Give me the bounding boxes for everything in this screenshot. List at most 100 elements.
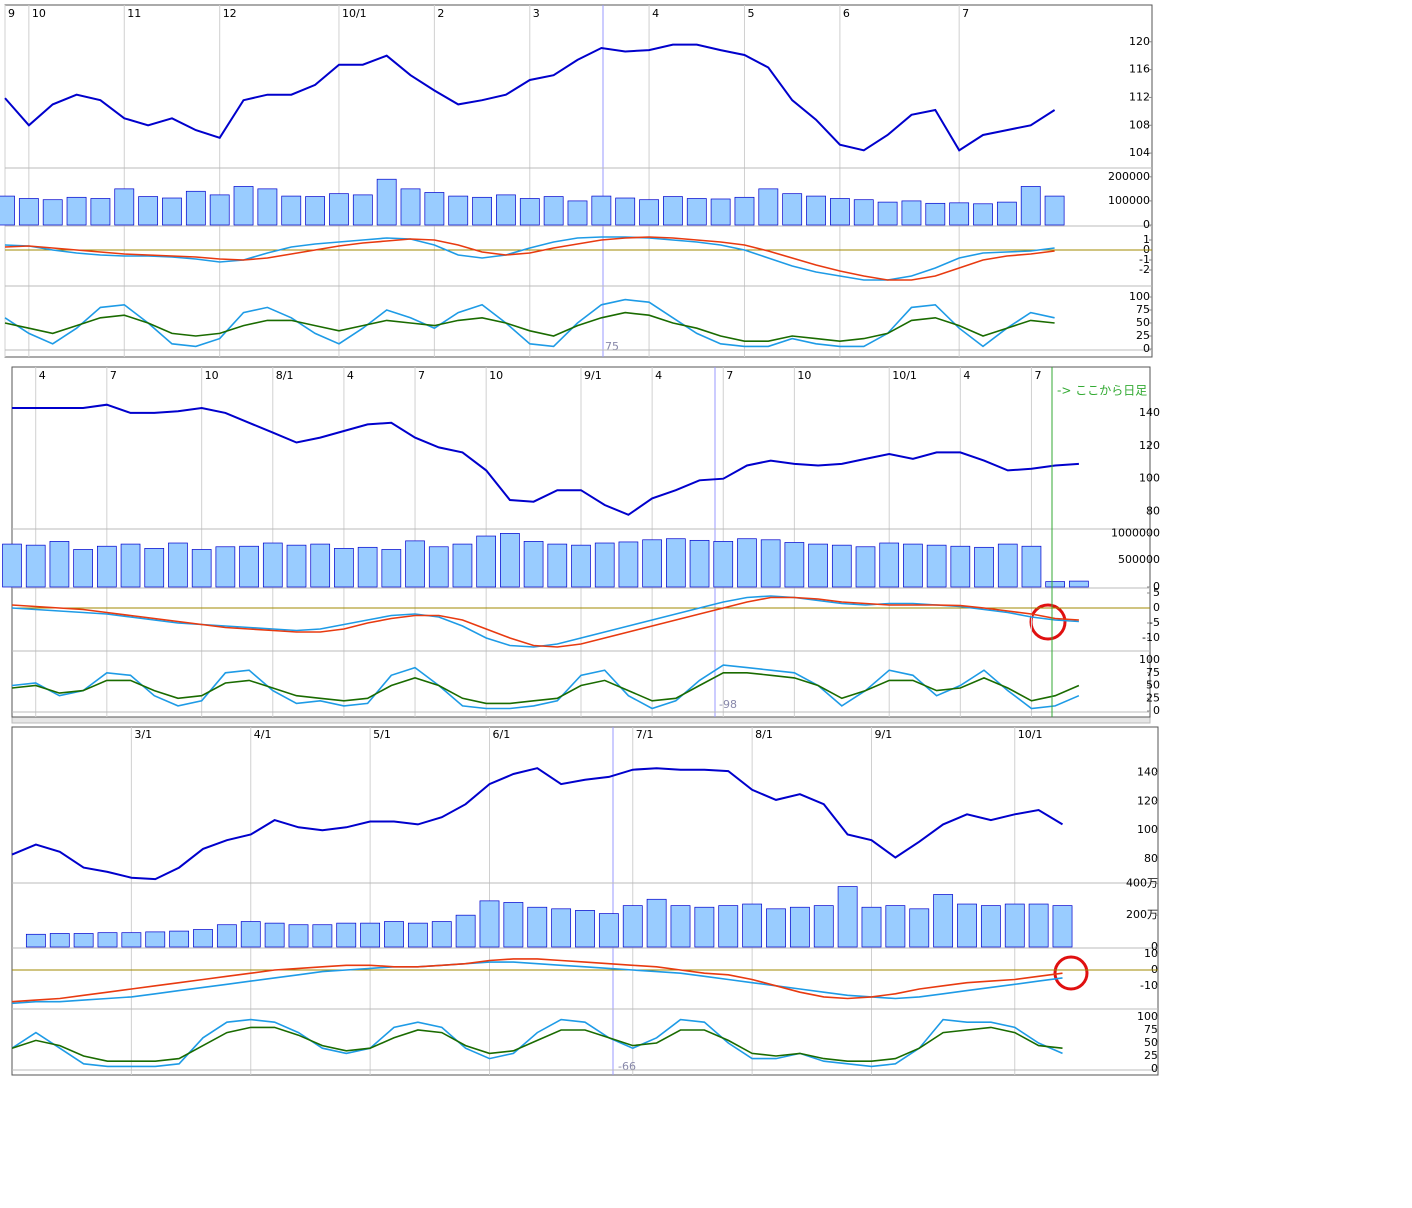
volume-bar <box>496 194 516 226</box>
highlight-circle <box>1029 603 1067 641</box>
y-tick-label: -5 <box>1149 616 1160 629</box>
volume-bar <box>547 543 568 588</box>
y-tick-label: 0 <box>1153 704 1160 717</box>
volume-bar <box>209 194 230 226</box>
x-tick-label: 7/1 <box>636 728 654 741</box>
stoch-line <box>4 311 1055 343</box>
volume-bar <box>400 188 421 226</box>
volume-bar <box>567 200 588 226</box>
macd-line <box>4 236 1055 281</box>
volume-bar <box>288 924 309 948</box>
volume-bar <box>885 905 906 948</box>
volume-bar <box>1045 581 1066 588</box>
volume-bar <box>665 538 686 588</box>
x-tick-label: 4/1 <box>254 728 272 741</box>
cursor-label: -98 <box>719 698 737 711</box>
stoch-line <box>11 664 1080 710</box>
x-tick-label: 4 <box>963 369 970 382</box>
volume-bar <box>114 188 135 226</box>
volume-bar <box>1004 903 1025 948</box>
y-tick-label: 50 <box>1136 316 1150 329</box>
volume-bar <box>694 906 715 948</box>
y-tick-label: 75 <box>1144 1023 1158 1036</box>
volume-bar <box>1020 186 1041 226</box>
volume-bar <box>407 922 428 948</box>
volume-bar <box>639 199 659 226</box>
volume-bar <box>877 201 898 226</box>
volume-bar <box>185 190 206 226</box>
volume-bar <box>381 549 402 588</box>
y-tick-label: 120 <box>1129 35 1150 48</box>
volume-bar <box>145 931 166 948</box>
volume-bar <box>240 921 261 948</box>
highlight-circle <box>1053 955 1089 991</box>
volume-bar <box>25 544 46 588</box>
volume-bar <box>305 196 325 226</box>
volume-bar <box>384 921 404 948</box>
volume-bar <box>376 178 397 226</box>
y-tick-label: 25 <box>1136 329 1150 342</box>
volume-bar <box>718 905 739 948</box>
y-tick-label: -2 <box>1139 263 1150 276</box>
volume-bar <box>760 539 781 588</box>
volume-bar <box>42 199 63 226</box>
volume-bar <box>1028 903 1049 948</box>
volume-bar <box>0 195 15 226</box>
volume-bar <box>837 886 858 948</box>
y-tick-label: 120 <box>1137 794 1158 807</box>
volume-bar <box>73 549 93 588</box>
x-tick-label: 4 <box>347 369 354 382</box>
volume-bar <box>428 546 449 588</box>
volume-bar <box>334 548 354 588</box>
volume-bar <box>575 910 595 948</box>
volume-bar <box>853 199 874 226</box>
volume-bar <box>766 908 786 948</box>
scrollbar <box>11 716 1151 724</box>
cursor-label: -66 <box>618 1060 636 1073</box>
volume-bar <box>950 545 971 588</box>
y-tick-label: 200万 <box>1126 908 1158 921</box>
volume-bar <box>737 538 757 588</box>
volume-bar <box>424 192 445 226</box>
volume-bar <box>168 542 188 588</box>
x-tick-label: 10/1 <box>1018 728 1043 741</box>
y-tick-label: 50 <box>1146 679 1160 692</box>
volume-bar <box>949 202 970 226</box>
y-tick-label: 10 <box>1144 947 1158 960</box>
volume-bar <box>997 543 1018 588</box>
volume-bar <box>830 198 850 226</box>
volume-bar <box>734 196 755 226</box>
y-tick-label: 104 <box>1129 146 1150 159</box>
x-tick-label: 5/1 <box>373 728 391 741</box>
y-tick-label: 100 <box>1129 290 1150 303</box>
y-tick-label: 1 <box>1143 233 1150 246</box>
volume-bar <box>598 913 619 948</box>
volume-bar <box>162 197 182 226</box>
volume-bar <box>646 898 667 948</box>
price-line <box>11 767 1064 881</box>
volume-bar <box>543 196 564 226</box>
y-tick-label: 80 <box>1144 852 1158 865</box>
y-tick-label: 108 <box>1129 118 1150 131</box>
volume-bar <box>120 543 141 588</box>
x-tick-label: 9/1 <box>584 369 602 382</box>
volume-bar <box>973 203 993 226</box>
volume-bar <box>808 543 828 588</box>
volume-bar <box>352 194 373 226</box>
volume-bar <box>782 193 803 226</box>
volume-bar <box>996 201 1017 226</box>
stoch-line <box>11 672 1080 705</box>
x-tick-label: 3/1 <box>134 728 152 741</box>
volume-bar <box>879 542 900 588</box>
volume-bar <box>670 905 691 948</box>
volume-bar <box>503 902 524 948</box>
volume-bar <box>264 922 285 948</box>
volume-bar <box>405 540 425 588</box>
x-tick-label: 2 <box>437 7 444 20</box>
volume-bar <box>551 908 572 948</box>
macd-line <box>11 961 1063 1005</box>
macd-line <box>4 236 1055 281</box>
volume-bar <box>286 544 307 588</box>
y-tick-label: 0 <box>1153 601 1160 614</box>
